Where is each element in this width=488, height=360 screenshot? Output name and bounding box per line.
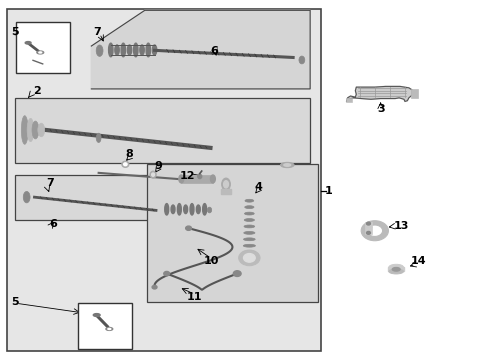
Bar: [78, 303, 131, 348]
Bar: [387, 267, 403, 271]
Ellipse shape: [106, 328, 113, 330]
Ellipse shape: [221, 178, 230, 190]
Text: 2: 2: [33, 86, 41, 96]
Ellipse shape: [37, 51, 43, 54]
Bar: [16, 22, 70, 73]
Ellipse shape: [38, 123, 44, 137]
Text: 14: 14: [410, 256, 426, 266]
Ellipse shape: [96, 45, 103, 57]
Ellipse shape: [388, 264, 403, 270]
Ellipse shape: [207, 207, 211, 213]
Bar: [147, 163, 318, 302]
Bar: [181, 175, 212, 183]
Ellipse shape: [196, 205, 200, 213]
Ellipse shape: [190, 203, 194, 215]
Ellipse shape: [146, 43, 150, 57]
Bar: [15, 98, 309, 163]
Ellipse shape: [171, 205, 175, 213]
Ellipse shape: [210, 175, 215, 183]
Bar: [346, 98, 351, 102]
Ellipse shape: [179, 175, 183, 183]
Ellipse shape: [243, 251, 255, 253]
Text: 3: 3: [376, 104, 384, 113]
Text: 4: 4: [254, 182, 262, 192]
Ellipse shape: [23, 192, 30, 203]
Text: 11: 11: [187, 292, 202, 302]
Ellipse shape: [21, 116, 28, 144]
Bar: [221, 189, 230, 194]
Ellipse shape: [284, 164, 290, 166]
Ellipse shape: [108, 328, 111, 329]
Ellipse shape: [202, 203, 206, 215]
Ellipse shape: [127, 45, 131, 55]
Text: 6: 6: [49, 219, 57, 229]
Bar: [15, 175, 229, 220]
Circle shape: [152, 285, 157, 289]
Text: 9: 9: [154, 161, 162, 171]
Ellipse shape: [391, 267, 399, 271]
Ellipse shape: [243, 244, 255, 247]
Text: 5: 5: [11, 27, 19, 37]
Ellipse shape: [140, 45, 144, 55]
Ellipse shape: [152, 45, 157, 55]
Circle shape: [163, 271, 169, 276]
Text: 6: 6: [210, 46, 218, 56]
Ellipse shape: [244, 199, 253, 202]
Ellipse shape: [39, 52, 41, 53]
Ellipse shape: [298, 56, 304, 64]
Text: 10: 10: [203, 256, 219, 266]
Ellipse shape: [198, 174, 201, 179]
Text: 7: 7: [46, 179, 54, 188]
Text: 7: 7: [93, 27, 101, 37]
Text: 13: 13: [392, 221, 408, 231]
Ellipse shape: [244, 219, 254, 221]
Bar: [365, 222, 371, 227]
Ellipse shape: [183, 205, 187, 213]
Ellipse shape: [244, 231, 254, 234]
Ellipse shape: [223, 181, 228, 188]
Ellipse shape: [150, 171, 156, 178]
Ellipse shape: [25, 41, 31, 44]
Text: 12: 12: [179, 171, 195, 181]
Ellipse shape: [32, 121, 39, 139]
Ellipse shape: [177, 203, 181, 215]
Circle shape: [243, 253, 255, 262]
Ellipse shape: [244, 225, 254, 228]
Ellipse shape: [388, 269, 403, 274]
Ellipse shape: [164, 203, 168, 215]
Ellipse shape: [93, 314, 100, 316]
Text: 1: 1: [324, 186, 331, 197]
Circle shape: [233, 271, 241, 276]
Text: 5: 5: [11, 297, 19, 307]
Ellipse shape: [244, 212, 254, 215]
Circle shape: [238, 250, 260, 266]
Ellipse shape: [280, 162, 293, 168]
Circle shape: [366, 222, 370, 225]
Ellipse shape: [96, 133, 101, 143]
Ellipse shape: [108, 43, 113, 57]
Ellipse shape: [133, 43, 138, 57]
Ellipse shape: [243, 238, 255, 241]
Bar: [7, 9, 320, 351]
Ellipse shape: [27, 118, 34, 141]
Ellipse shape: [115, 45, 119, 55]
Polygon shape: [346, 86, 411, 102]
Polygon shape: [91, 10, 309, 89]
Ellipse shape: [121, 43, 125, 57]
Text: 8: 8: [124, 149, 132, 159]
Bar: [365, 227, 371, 234]
Bar: [410, 89, 417, 98]
Circle shape: [185, 226, 191, 230]
Circle shape: [366, 231, 370, 234]
Ellipse shape: [123, 163, 127, 166]
Ellipse shape: [122, 161, 129, 167]
Ellipse shape: [151, 173, 154, 176]
Ellipse shape: [244, 206, 253, 208]
